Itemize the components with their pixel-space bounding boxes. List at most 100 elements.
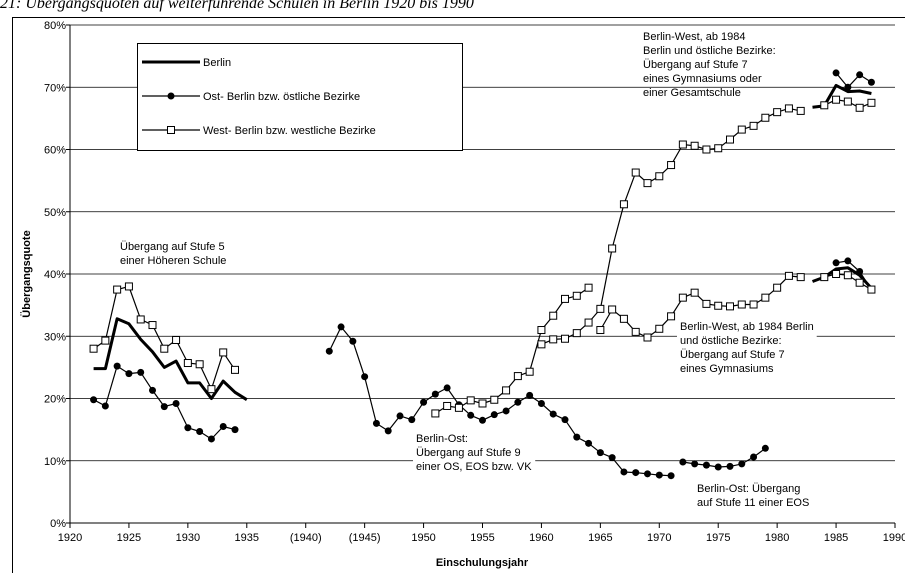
plot	[89, 69, 876, 480]
point	[620, 468, 628, 476]
point	[856, 71, 864, 79]
point	[219, 348, 228, 357]
point	[184, 424, 192, 432]
x-tick-label: 1975	[706, 532, 730, 544]
y-tick-label: 0%	[50, 518, 66, 530]
point	[832, 259, 840, 267]
point	[124, 282, 133, 291]
annotation-line: Übergang auf Stufe 7	[680, 349, 785, 361]
point	[619, 200, 628, 209]
point	[526, 391, 534, 399]
point	[726, 462, 734, 470]
point	[655, 324, 664, 333]
point	[372, 419, 380, 427]
point	[467, 411, 475, 419]
point	[502, 386, 511, 395]
y-tick-label: 60%	[44, 145, 66, 157]
point	[843, 97, 852, 106]
point	[867, 98, 876, 107]
x-tick-label: 1985	[824, 532, 848, 544]
annotation-bg	[694, 481, 813, 511]
point	[714, 144, 723, 153]
annotation-line: eines Gymnasiums	[680, 363, 774, 375]
point	[443, 384, 451, 392]
point	[714, 463, 722, 471]
point	[867, 78, 875, 86]
point	[90, 396, 98, 404]
annotation-line: Berlin und östliche Bezirke:	[643, 45, 776, 57]
point	[761, 113, 770, 122]
point	[149, 386, 156, 394]
point	[172, 335, 181, 344]
x-tick-label: (1945)	[349, 532, 381, 544]
point	[443, 401, 452, 410]
legend-label: Berlin	[203, 57, 231, 69]
point	[690, 288, 699, 297]
point	[537, 326, 546, 335]
point	[619, 314, 628, 323]
legend: Berlin Ost- Berlin bzw. östliche Bezirke W…	[137, 43, 463, 151]
chart-title: 21: Übergangsquoten auf weiterführende S…	[0, 0, 474, 12]
annotation: Berlin-West, ab 1984 Berlin und östliche …	[677, 319, 817, 377]
point	[855, 103, 864, 112]
annotation-line: Übergang auf Stufe 7	[643, 59, 748, 71]
point	[454, 403, 463, 412]
y-tick-label: 50%	[44, 207, 66, 219]
annotation: Berlin-Ost: Übergang auf Stufe 9 einer OS,…	[413, 431, 536, 475]
point	[89, 344, 98, 353]
point	[479, 416, 486, 424]
point	[207, 385, 216, 394]
x-tick-label: 1950	[411, 532, 435, 544]
legend-label: Ost- Berlin bzw. östliche Bezirke	[203, 91, 360, 103]
point	[420, 398, 428, 406]
point	[337, 323, 345, 331]
point	[702, 461, 710, 469]
point	[737, 300, 746, 309]
x-axis-title: Einschulungsjahr	[436, 557, 529, 569]
point	[196, 427, 204, 435]
point	[750, 453, 758, 461]
point	[195, 360, 204, 369]
point	[631, 168, 640, 177]
point	[667, 161, 676, 170]
point	[361, 373, 369, 381]
annotation-line: Berlin-West, ab 1984	[643, 31, 746, 43]
point	[679, 458, 687, 466]
annotation-bg	[413, 431, 536, 475]
point	[101, 336, 110, 345]
point	[396, 412, 404, 420]
point	[655, 172, 664, 181]
point	[796, 273, 805, 282]
point	[631, 327, 640, 336]
x-tick-label: 1925	[117, 532, 141, 544]
y-axis-title: Übergangsquote	[20, 230, 33, 317]
point	[749, 300, 758, 309]
point	[572, 329, 581, 338]
point	[702, 299, 711, 308]
point	[561, 334, 569, 343]
annotation: Berlin-West, ab 1984 Berlin und östliche …	[643, 31, 776, 99]
y-tick-label: 20%	[44, 394, 66, 406]
point	[549, 311, 558, 320]
point	[667, 472, 675, 480]
legend-marker	[167, 92, 175, 100]
x-tick-label: 1990	[883, 532, 905, 544]
point	[525, 367, 534, 376]
annotation-line: Berlin-West, ab 1984 Berlin	[680, 321, 814, 333]
point	[490, 395, 499, 404]
point	[761, 444, 769, 452]
point	[466, 396, 475, 405]
annotation-line: Übergang auf Stufe 9	[416, 447, 521, 459]
x-tick-label: 1965	[588, 532, 612, 544]
y-tick-label: 30%	[44, 331, 66, 343]
point	[726, 302, 734, 311]
point	[561, 294, 569, 303]
point	[478, 399, 487, 408]
point	[855, 278, 864, 287]
x-tick-label: 1960	[529, 532, 553, 544]
point	[125, 370, 133, 378]
x-tick-label: 1930	[176, 532, 200, 544]
point	[856, 268, 864, 276]
annotation-line: einer OS, EOS bzw. VK	[416, 461, 532, 473]
